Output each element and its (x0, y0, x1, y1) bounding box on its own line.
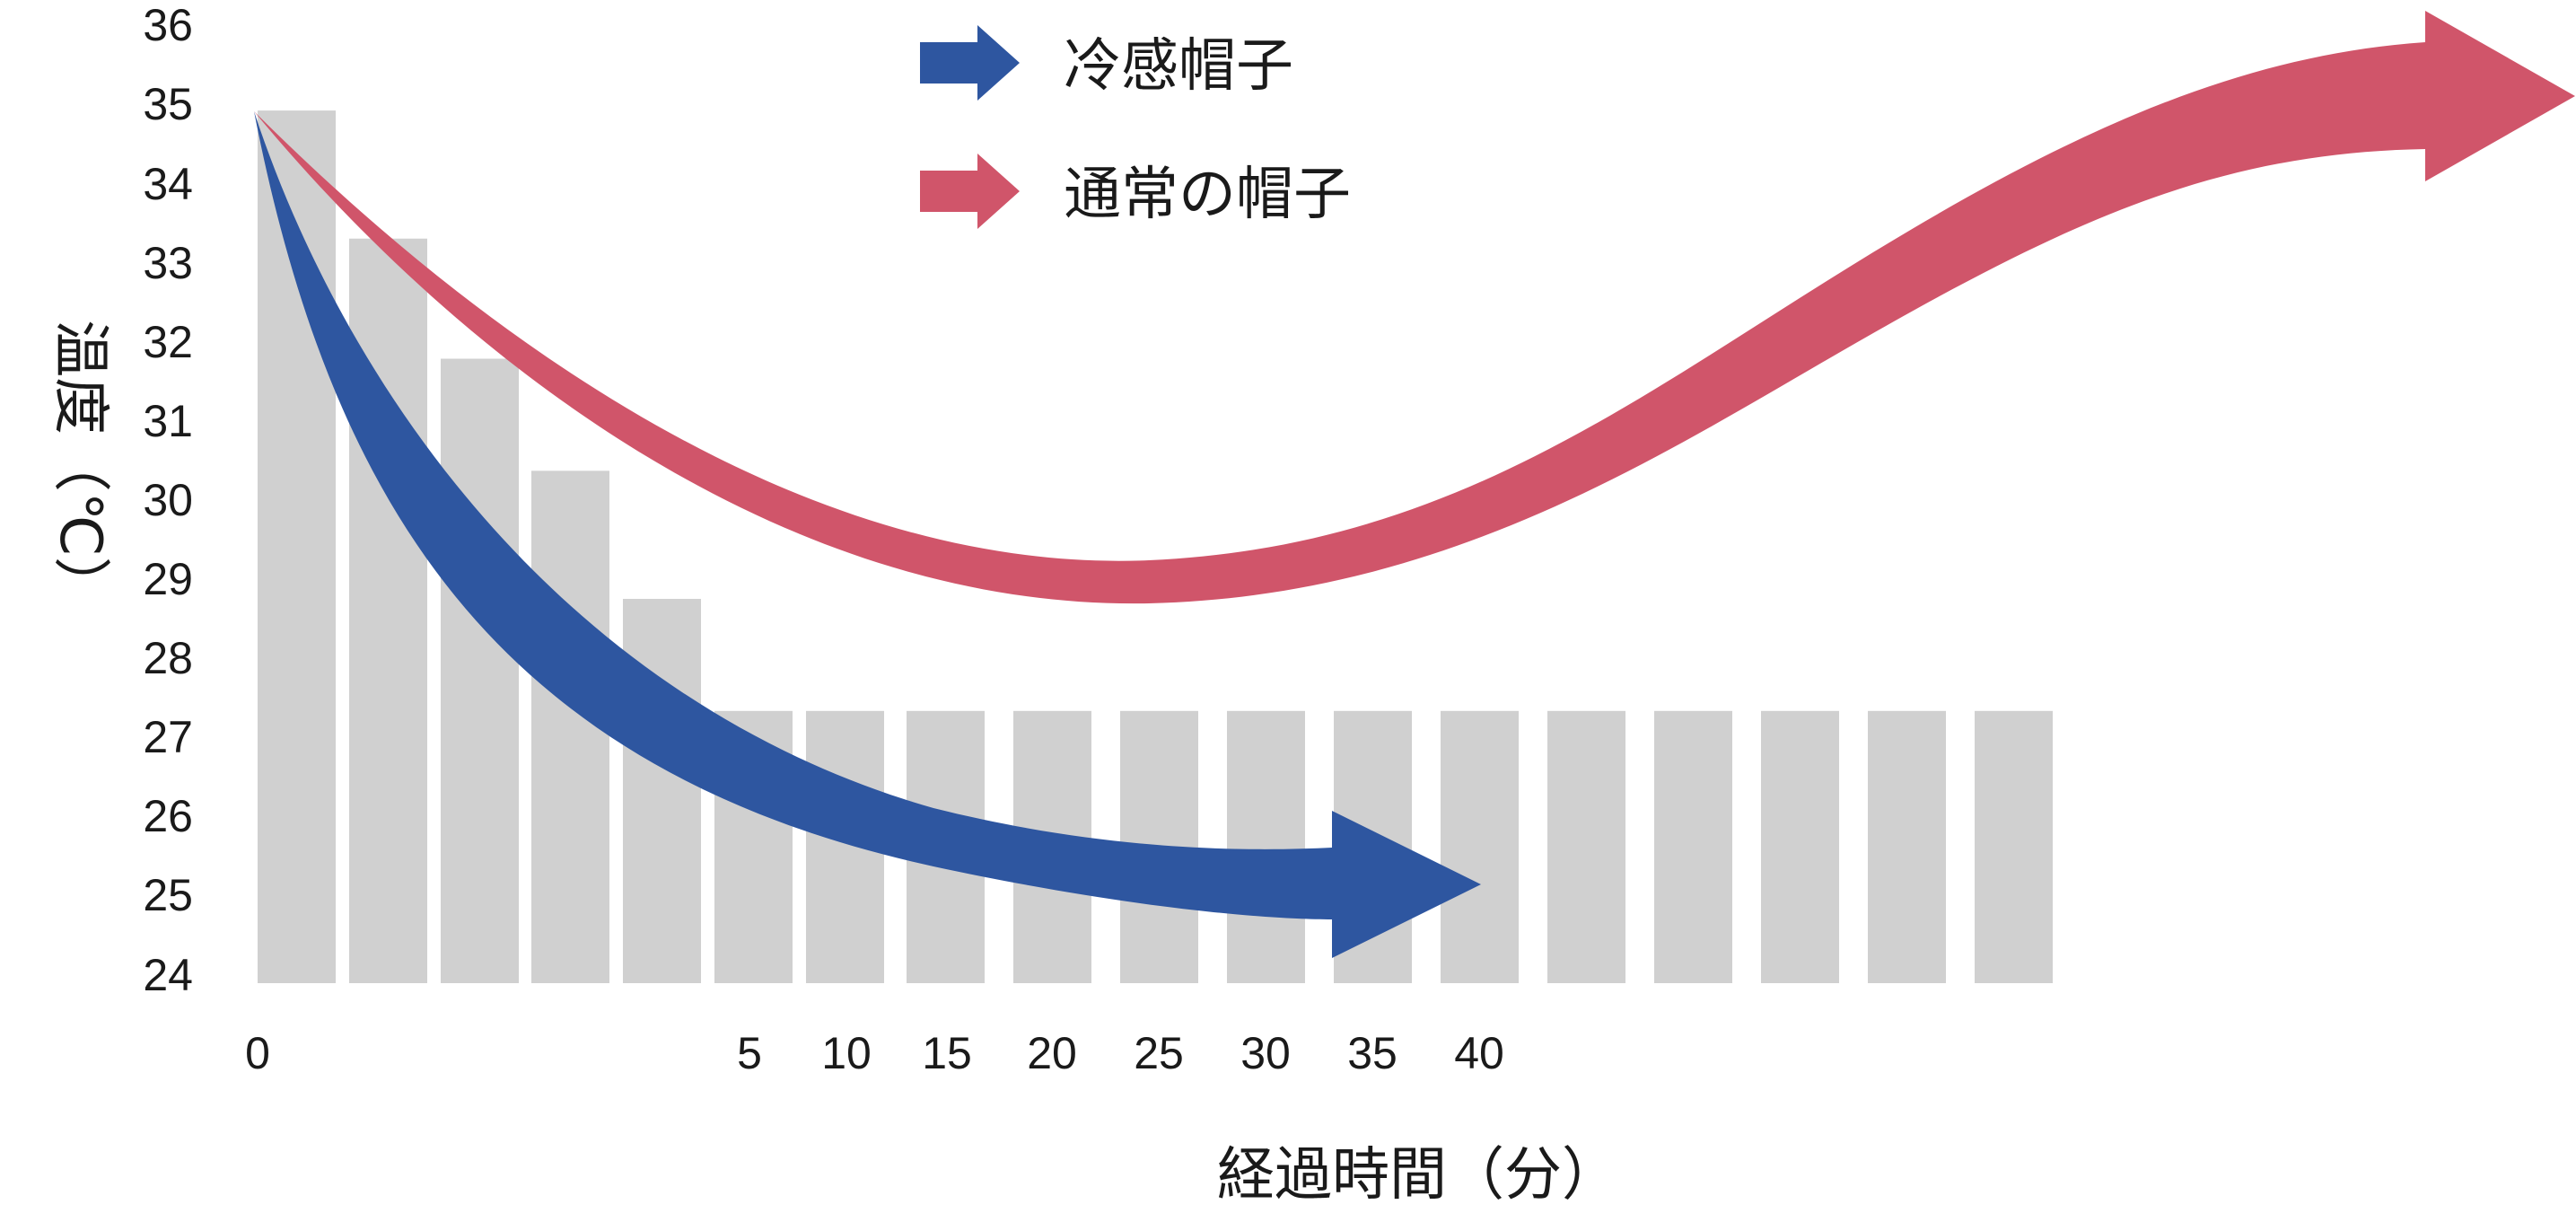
y-axis-label: 温度（℃） (47, 320, 113, 614)
x-tick-label: 5 (737, 1028, 762, 1078)
cool-hat-trend-arrow (254, 111, 1481, 958)
y-tick-label: 31 (143, 396, 193, 446)
y-tick-label: 33 (143, 238, 193, 288)
x-tick-label: 0 (245, 1028, 270, 1078)
x-tick-label: 35 (1347, 1028, 1398, 1078)
y-axis-label-text: 温度（℃） (47, 320, 113, 614)
bar (623, 599, 701, 983)
x-tick-label: 10 (821, 1028, 872, 1078)
y-tick-label: 24 (143, 950, 193, 1000)
y-tick-label: 27 (143, 712, 193, 762)
legend-label: 冷感帽子 (1064, 33, 1293, 100)
bar (1227, 710, 1305, 983)
y-tick-label: 32 (143, 317, 193, 367)
legend-item-normal-hat: 通常の帽子 (920, 154, 1351, 229)
y-tick-label: 29 (143, 554, 193, 604)
bar (441, 358, 519, 983)
x-tick-label: 30 (1240, 1028, 1291, 1078)
x-tick-label: 15 (922, 1028, 972, 1078)
normal-hat-trend-arrow (254, 11, 2575, 604)
y-tick-label: 28 (143, 633, 193, 683)
x-tick-label: 20 (1027, 1028, 1077, 1078)
legend-item-cool-hat: 冷感帽子 (920, 25, 1293, 101)
bar (1547, 710, 1625, 983)
blue-arrow-icon (920, 25, 1020, 101)
x-axis-ticks: 0 5 10 15 20 25 30 35 40 (245, 1028, 1504, 1078)
x-tick-label: 25 (1134, 1028, 1184, 1078)
y-tick-label: 25 (143, 870, 193, 920)
bar (1654, 710, 1732, 983)
y-tick-label: 36 (143, 0, 193, 50)
y-tick-label: 34 (143, 159, 193, 209)
bar (1761, 710, 1839, 983)
bars-group (258, 110, 2053, 984)
y-tick-label: 26 (143, 791, 193, 841)
legend: 冷感帽子 通常の帽子 (920, 25, 1351, 229)
bar (1441, 710, 1519, 983)
bar (1975, 710, 2053, 983)
x-tick-label: 40 (1454, 1028, 1504, 1078)
red-arrow-icon (920, 154, 1020, 229)
y-tick-label: 35 (143, 79, 193, 129)
x-axis-label: 経過時間（分） (1217, 1142, 1619, 1209)
y-axis-ticks: 36 35 34 33 32 31 30 29 28 27 26 25 24 (143, 0, 193, 1000)
bar (1868, 710, 1946, 983)
legend-label: 通常の帽子 (1064, 162, 1351, 228)
y-tick-label: 30 (143, 475, 193, 525)
